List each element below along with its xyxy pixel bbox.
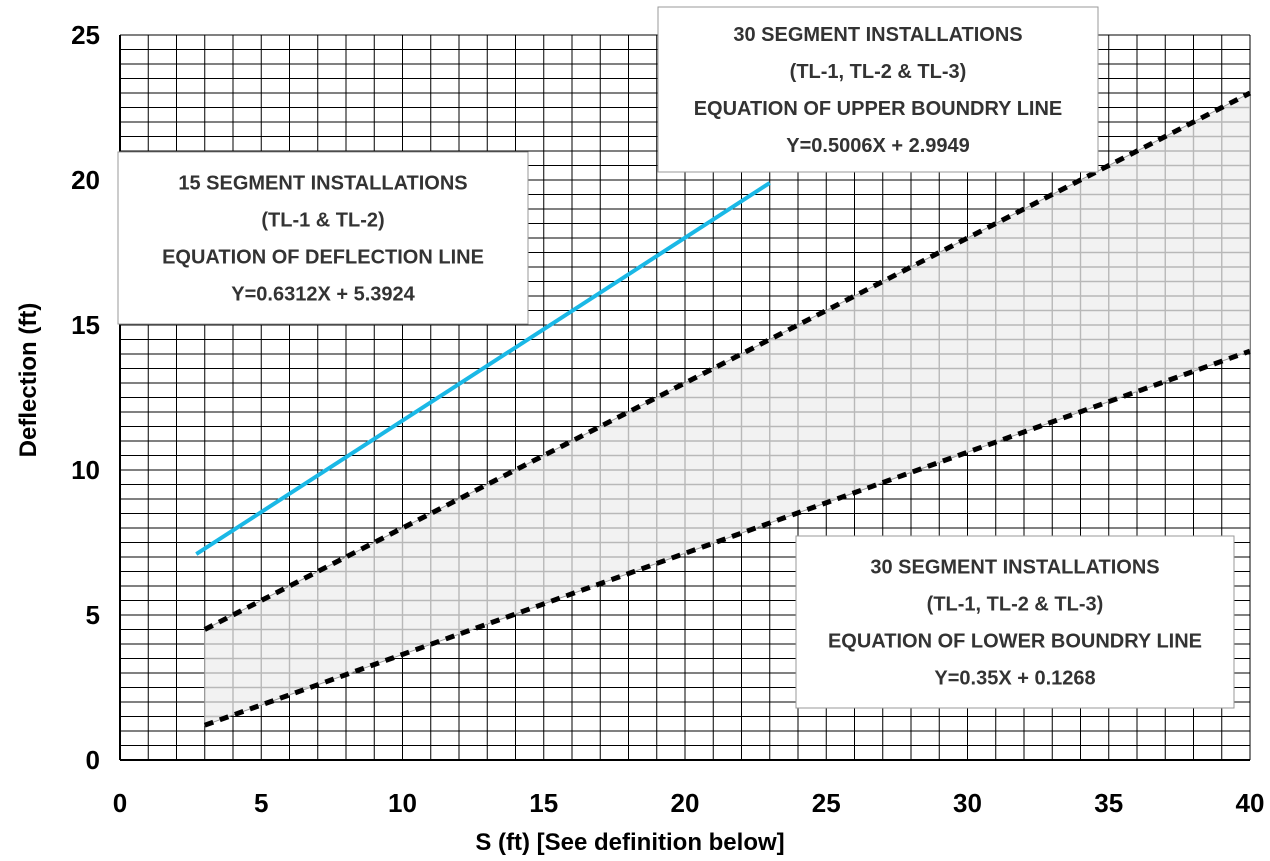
x-tick-label: 20: [671, 788, 700, 818]
annotation-line: Y=0.5006X + 2.9949: [786, 135, 970, 157]
y-tick-label: 10: [71, 455, 100, 485]
annotation-box-bg: [657, 6, 1099, 173]
y-tick-label: 20: [71, 165, 100, 195]
tick-labels: 0 5 10 15 20 25 30 35 40 0 5 10 15 20 25: [71, 20, 1264, 818]
y-tick-label: 5: [86, 600, 100, 630]
x-tick-label: 35: [1094, 788, 1123, 818]
boundary-line-1: [203, 90, 1252, 632]
y-axis-title: Deflection (ft): [15, 303, 42, 458]
annotation-line: EQUATION OF DEFLECTION LINE: [162, 247, 484, 269]
annotation-line: 15 SEGMENT INSTALLATIONS: [178, 173, 467, 195]
annotation-box: 30 SEGMENT INSTALLATIONS (TL-1, TL-2 & TL…: [657, 6, 1099, 173]
annotation-line: EQUATION OF UPPER BOUNDRY LINE: [694, 98, 1063, 120]
annotation-box-bg: [795, 535, 1235, 709]
annotation-line: 30 SEGMENT INSTALLATIONS: [870, 557, 1159, 579]
deflection-line: [195, 181, 771, 556]
x-tick-label: 5: [254, 788, 268, 818]
annotation-line: 30 SEGMENT INSTALLATIONS: [733, 24, 1022, 46]
x-axis-title: S (ft) [See definition below]: [475, 829, 784, 856]
annotation-line: Y=0.35X + 0.1268: [934, 668, 1095, 690]
annotation-box-bg: [117, 151, 529, 325]
annotation-line: (TL-1, TL-2 & TL-3): [927, 594, 1104, 616]
annotation-box: 30 SEGMENT INSTALLATIONS (TL-1, TL-2 & TL…: [795, 535, 1235, 709]
x-tick-label: 30: [953, 788, 982, 818]
series-layer: [195, 90, 1252, 728]
annotation-line: Y=0.6312X + 5.3924: [231, 284, 415, 306]
annotations: 15 SEGMENT INSTALLATIONS (TL-1 & TL-2) EQU…: [117, 6, 1235, 709]
y-tick-label: 0: [86, 745, 100, 775]
annotation-line: EQUATION OF LOWER BOUNDRY LINE: [828, 631, 1202, 653]
x-tick-label: 40: [1236, 788, 1265, 818]
x-tick-label: 15: [529, 788, 558, 818]
y-tick-label: 15: [71, 310, 100, 340]
x-tick-label: 0: [113, 788, 127, 818]
y-tick-label: 25: [71, 20, 100, 50]
annotation-line: (TL-1, TL-2 & TL-3): [790, 61, 967, 83]
x-tick-label: 10: [388, 788, 417, 818]
annotation-line: (TL-1 & TL-2): [261, 210, 384, 232]
x-tick-label: 25: [812, 788, 841, 818]
annotation-box: 15 SEGMENT INSTALLATIONS (TL-1 & TL-2) EQU…: [117, 151, 529, 325]
